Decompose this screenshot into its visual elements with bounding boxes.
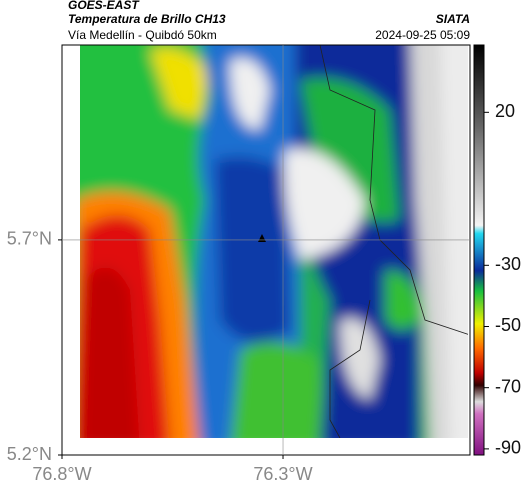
- colorbar-tick-label: -50: [495, 315, 521, 335]
- map-frame: [61, 44, 471, 456]
- colorbar-tick-label: -90: [495, 438, 521, 458]
- imagery: [80, 45, 468, 438]
- colorbar-tick-label: 20: [495, 101, 515, 121]
- x-tick-label: 76.8°W: [32, 464, 91, 484]
- source: SIATA: [436, 12, 470, 26]
- product: GOES-EAST: [68, 0, 140, 12]
- y-tick-label: 5.2°N: [7, 444, 52, 464]
- title: Temperatura de Brillo CH13: [68, 12, 226, 26]
- colorbar: [473, 44, 485, 456]
- x-tick-label: 76.3°W: [253, 464, 312, 484]
- colorbar-tick-label: -30: [495, 254, 521, 274]
- timestamp: 2024-09-25 05:09: [375, 28, 470, 42]
- colorbar-tick-label: -70: [495, 376, 521, 396]
- y-tick-label: 5.7°N: [7, 229, 52, 249]
- subtitle: Vía Medellín - Quibdó 50km: [68, 28, 217, 42]
